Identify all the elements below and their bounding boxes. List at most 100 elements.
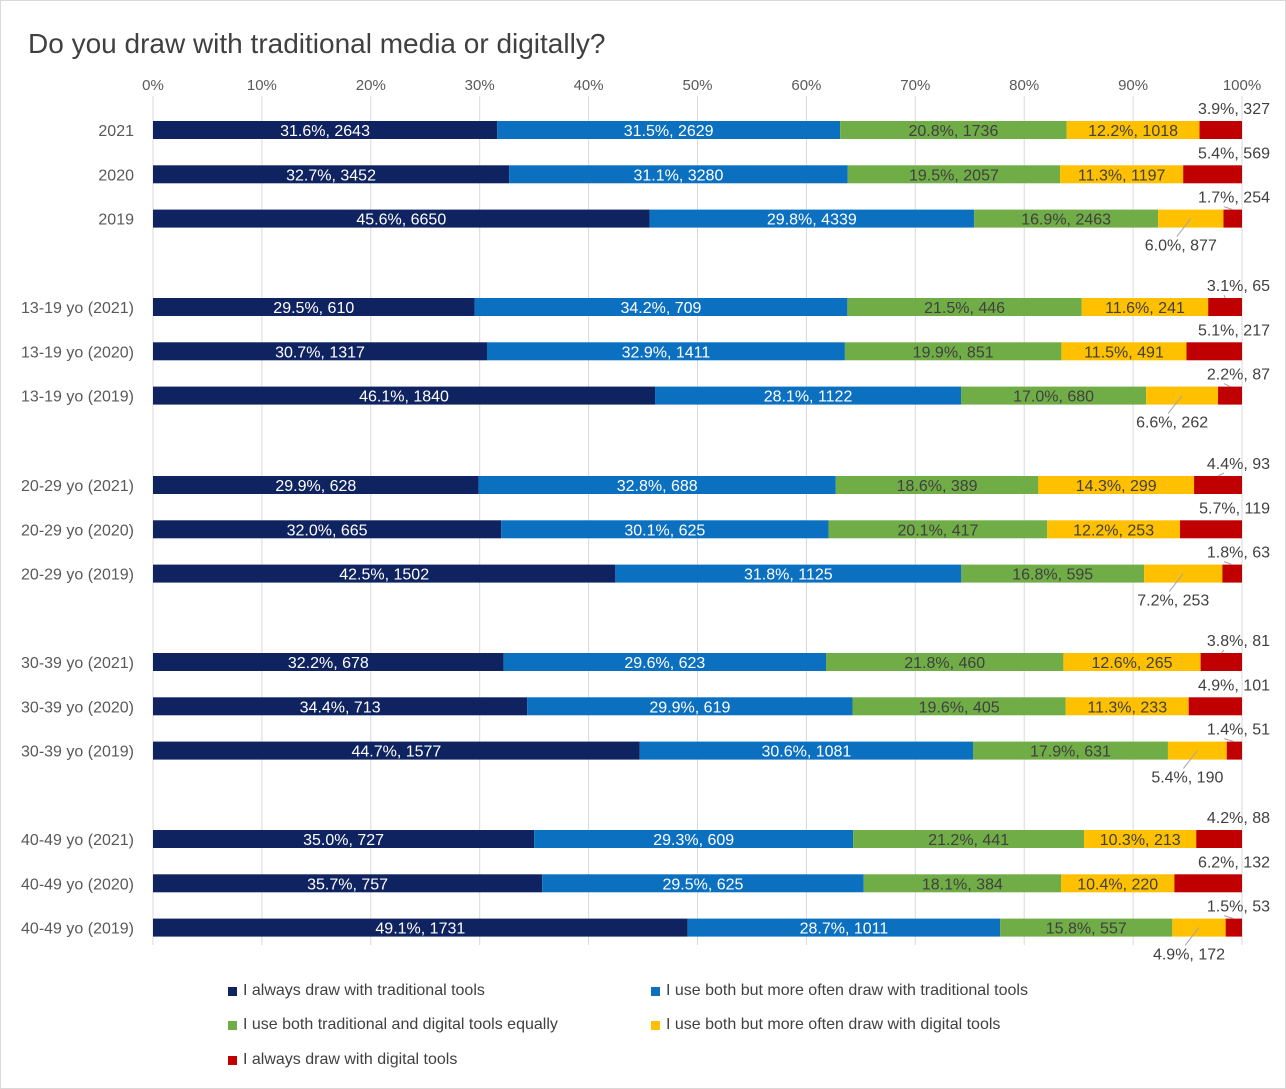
bar-segment	[1208, 298, 1242, 316]
data-label: 19.6%, 405	[919, 699, 1000, 716]
data-label: 21.5%, 446	[924, 300, 1005, 317]
bar-segment	[1194, 476, 1242, 494]
bar-segment	[1222, 564, 1242, 583]
bar-segment	[1218, 386, 1242, 405]
data-label: 10.4%, 220	[1077, 876, 1158, 893]
x-tick-label: 40%	[574, 77, 604, 94]
bar-segment	[153, 476, 479, 494]
leader-line	[1168, 573, 1184, 592]
x-tick-label: 60%	[791, 77, 821, 94]
data-label: 12.6%, 265	[1092, 655, 1173, 672]
bar-segment	[1179, 520, 1242, 539]
bar-segment	[153, 741, 640, 760]
data-label: 5.1%, 217	[1198, 322, 1270, 339]
data-label: 19.9%, 851	[913, 344, 994, 361]
data-label: 16.9%, 2463	[1021, 212, 1111, 229]
bar-segment	[153, 298, 475, 316]
data-label: 4.2%, 88	[1207, 810, 1270, 827]
bar-segment	[153, 874, 543, 893]
leader-line	[1223, 294, 1226, 299]
leader-line	[1223, 738, 1235, 743]
bar-segment	[1061, 342, 1187, 361]
data-label: 11.5%, 491	[1084, 344, 1164, 361]
bar-segment	[153, 564, 616, 583]
leader-line	[1223, 206, 1233, 211]
data-label: 14.3%, 299	[1076, 478, 1157, 495]
bar-segment	[1066, 121, 1200, 139]
category-label: 40-49 yo (2021)	[21, 832, 134, 849]
bar-segment	[1038, 476, 1195, 494]
bar-segment	[649, 209, 975, 228]
data-label: 1.4%, 51	[1207, 722, 1270, 739]
data-label: 5.4%, 190	[1151, 770, 1223, 787]
data-label: 5.4%, 569	[1198, 145, 1270, 162]
bar-segment	[1081, 298, 1209, 316]
bar-segment	[153, 165, 510, 184]
bar-segment	[1084, 830, 1197, 848]
bar-segment	[503, 653, 827, 671]
bar-segment	[501, 520, 829, 539]
bar-segment	[486, 342, 845, 361]
data-label: 21.2%, 441	[928, 832, 1009, 849]
data-label: 45.6%, 6650	[356, 212, 446, 229]
bar-segment	[1047, 520, 1180, 539]
category-label: 30-39 yo (2020)	[21, 699, 134, 716]
category-label: 30-39 yo (2021)	[21, 655, 134, 672]
data-label: 29.9%, 619	[649, 699, 730, 716]
data-label: 1.7%, 254	[1198, 190, 1270, 207]
bar-segment	[474, 298, 848, 316]
x-tick-label: 0%	[142, 77, 164, 94]
data-label: 6.0%, 877	[1145, 238, 1217, 255]
category-label: 20-29 yo (2019)	[21, 567, 134, 584]
data-label: 34.4%, 713	[300, 699, 381, 716]
bar-segment	[840, 121, 1067, 139]
x-tick-label: 10%	[247, 77, 277, 94]
data-label: 29.5%, 610	[273, 300, 354, 317]
data-label: 3.1%, 65	[1207, 278, 1270, 295]
bar-segment	[1061, 874, 1175, 893]
bar-segment	[687, 918, 1001, 937]
data-label: 17.0%, 680	[1013, 389, 1094, 406]
data-label: 15.8%, 557	[1046, 921, 1127, 938]
data-label: 2.2%, 87	[1207, 367, 1270, 384]
x-tick-label: 90%	[1118, 77, 1148, 94]
leader-line	[1223, 561, 1233, 566]
data-label: 6.6%, 262	[1136, 415, 1208, 432]
bar-segment	[1060, 165, 1184, 184]
data-label: 28.1%, 1122	[764, 389, 853, 406]
data-label: 29.9%, 628	[275, 478, 356, 495]
bar-segment	[153, 830, 535, 848]
bar-segment	[1183, 165, 1242, 184]
data-label: 46.1%, 1840	[359, 389, 449, 406]
data-label: 12.2%, 253	[1073, 522, 1154, 539]
bar-segment	[961, 564, 1145, 583]
bar-segment	[1167, 741, 1227, 760]
x-tick-label: 50%	[682, 77, 712, 94]
data-label: 21.8%, 460	[904, 655, 985, 672]
leader-line	[1182, 750, 1198, 769]
bar-segment	[534, 830, 854, 848]
category-label: 13-19 yo (2021)	[21, 300, 134, 317]
category-label: 20-29 yo (2020)	[21, 522, 134, 539]
bar-segment	[639, 741, 974, 760]
data-label: 4.4%, 93	[1207, 456, 1270, 473]
bar-segment	[1188, 697, 1242, 716]
data-label: 30.7%, 1317	[275, 344, 365, 361]
bar-segment	[615, 564, 962, 583]
data-label: 28.7%, 1011	[800, 921, 889, 938]
data-label: 3.9%, 327	[1198, 101, 1270, 118]
leader-line	[1167, 395, 1183, 414]
data-label: 31.8%, 1125	[744, 567, 833, 584]
data-label: 44.7%, 1577	[351, 744, 441, 761]
bar-segment	[153, 121, 498, 139]
bar-segment	[655, 386, 962, 405]
leader-line	[1220, 649, 1225, 654]
data-label: 32.8%, 688	[617, 478, 698, 495]
bar-segment	[478, 476, 836, 494]
bar-segment	[153, 342, 487, 361]
data-label: 30.1%, 625	[624, 522, 705, 539]
leader-lines	[1167, 206, 1235, 946]
data-label: 19.5%, 2057	[909, 167, 999, 184]
leader-line	[1176, 218, 1192, 237]
bar-segment	[847, 298, 1082, 316]
